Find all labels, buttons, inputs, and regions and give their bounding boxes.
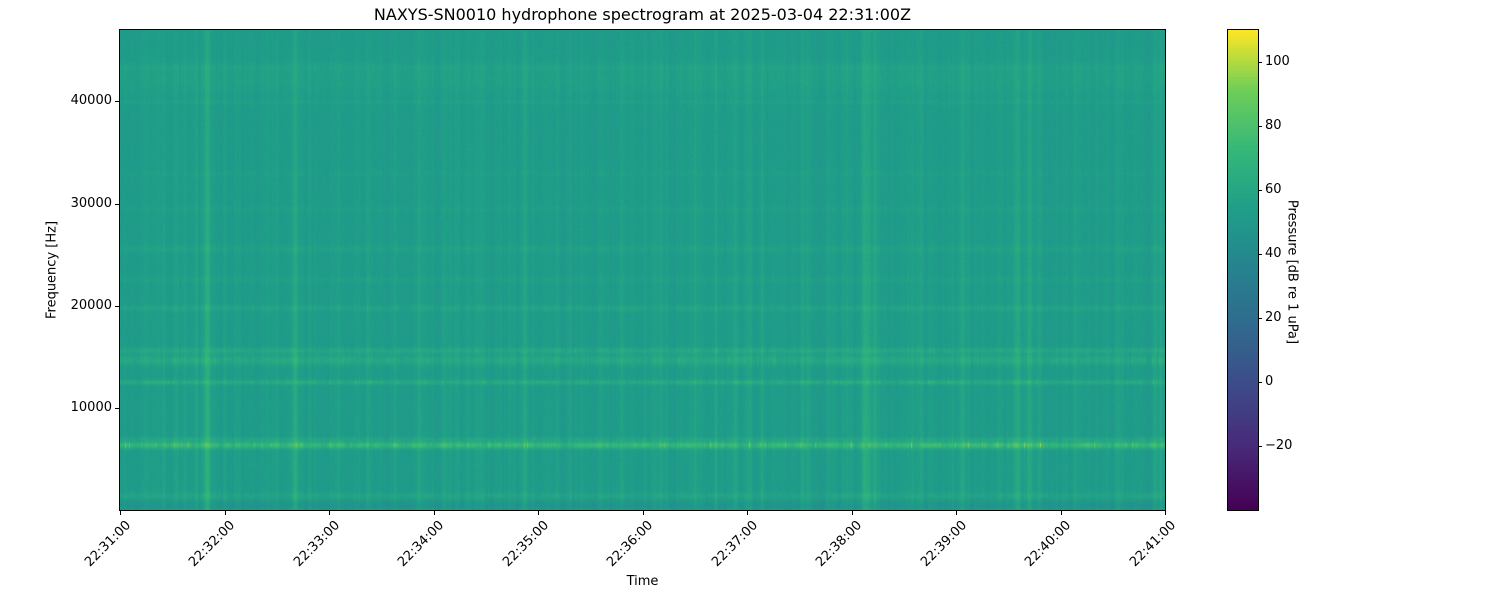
x-axis-label: Time [626, 574, 659, 589]
y-tick-mark [115, 204, 119, 205]
x-tick-mark [329, 511, 330, 515]
colorbar-tick-mark [1258, 318, 1262, 319]
colorbar-tick-mark [1258, 446, 1262, 447]
x-tick-mark [1165, 511, 1166, 515]
x-tick-mark [538, 511, 539, 515]
x-tick-label: 22:38:00 [812, 518, 865, 570]
x-tick-mark [643, 511, 644, 515]
y-tick-label: 20000 [70, 298, 112, 313]
colorbar-tick-label: 20 [1265, 310, 1282, 325]
x-tick-mark [852, 511, 853, 515]
x-tick-mark [747, 511, 748, 515]
x-tick-mark [956, 511, 957, 515]
colorbar-tick-mark [1258, 190, 1262, 191]
colorbar-tick-mark [1258, 382, 1262, 383]
x-tick-mark [434, 511, 435, 515]
x-tick-label: 22:39:00 [917, 518, 970, 570]
y-tick-label: 40000 [70, 93, 112, 108]
x-tick-mark [225, 511, 226, 515]
colorbar-tick-mark [1258, 254, 1262, 255]
colorbar-tick-label: 60 [1265, 182, 1282, 197]
x-tick-label: 22:40:00 [1021, 518, 1074, 570]
x-tick-mark [1061, 511, 1062, 515]
spectrogram-image [120, 30, 1165, 510]
colorbar-tick-label: 80 [1265, 118, 1282, 133]
chart-title: NAXYS-SN0010 hydrophone spectrogram at 2… [373, 5, 912, 24]
x-tick-label: 22:32:00 [185, 518, 238, 570]
colorbar-gradient [1228, 30, 1258, 510]
x-tick-label: 22:37:00 [708, 518, 761, 570]
x-tick-label: 22:35:00 [499, 518, 552, 570]
x-tick-mark [120, 511, 121, 515]
colorbar-tick-mark [1258, 126, 1262, 127]
colorbar-tick-label: −20 [1265, 438, 1293, 453]
x-tick-label: 22:33:00 [290, 518, 343, 570]
x-tick-label: 22:41:00 [1126, 518, 1179, 570]
colorbar-label: Pressure [dB re 1 uPa] [1284, 199, 1300, 345]
colorbar-tick-label: 40 [1265, 246, 1282, 261]
colorbar-tick-label: 0 [1265, 374, 1274, 389]
x-tick-label: 22:34:00 [394, 518, 447, 570]
y-tick-label: 10000 [70, 400, 112, 415]
y-tick-mark [115, 408, 119, 409]
x-tick-label: 22:31:00 [81, 518, 134, 570]
x-tick-label: 22:36:00 [603, 518, 656, 570]
colorbar-tick-mark [1258, 62, 1262, 63]
y-tick-mark [115, 306, 119, 307]
colorbar-tick-label: 100 [1265, 54, 1290, 69]
y-tick-label: 30000 [70, 196, 112, 211]
y-tick-mark [115, 101, 119, 102]
